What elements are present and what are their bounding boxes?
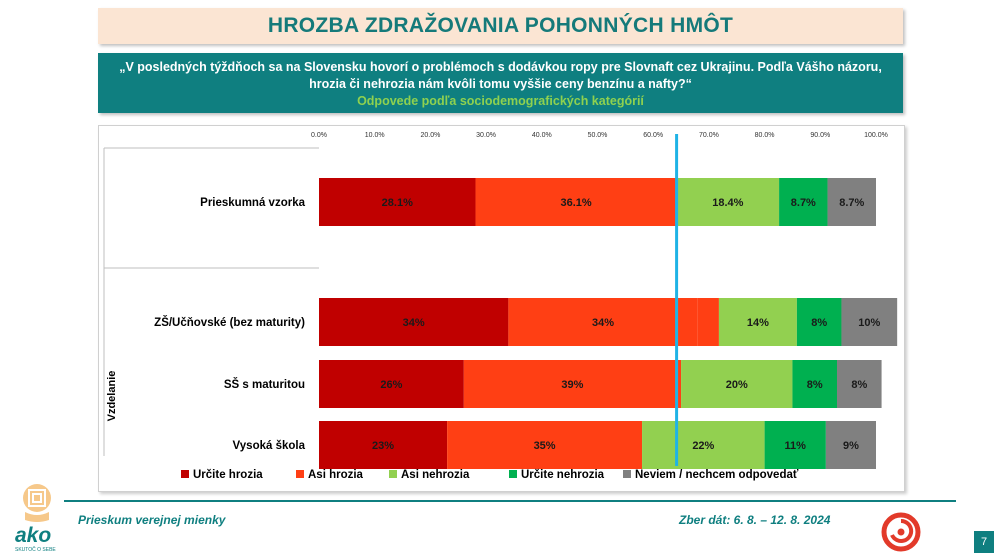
page-number: 7	[974, 531, 994, 553]
question-banner: „V posledných týždňoch sa na Slovensku h…	[98, 53, 903, 113]
data-label: 8.7%	[791, 197, 816, 209]
x-tick-label: 70.0%	[699, 132, 719, 139]
x-tick-label: 80.0%	[755, 132, 775, 139]
bar-segment	[681, 360, 793, 408]
bar-segment	[825, 421, 876, 469]
question-line-2: hrozia či nehrozia nám kvôli tomu vyššie…	[309, 77, 692, 91]
question-line-1: „V posledných týždňoch sa na Slovensku h…	[119, 60, 882, 74]
footer-divider	[64, 500, 956, 502]
data-label: 11%	[785, 440, 807, 452]
bar-segment	[792, 360, 838, 408]
logo-tagline: SKUTOČ O SEBE	[15, 546, 56, 553]
data-label: 28.1%	[382, 197, 413, 209]
bar-segment	[508, 298, 698, 346]
data-label: 39%	[561, 379, 583, 391]
x-tick-label: 50.0%	[588, 132, 608, 139]
data-label: 14%	[747, 317, 769, 329]
bar-segment	[827, 178, 876, 226]
bar-segment	[319, 178, 476, 226]
data-label: 8.7%	[839, 197, 864, 209]
x-tick-label: 30.0%	[476, 132, 496, 139]
x-tick-label: 90.0%	[810, 132, 830, 139]
legend-swatch	[509, 470, 517, 478]
data-label: 20%	[726, 379, 748, 391]
data-label: 18.4%	[712, 197, 743, 209]
bar-segment	[463, 360, 682, 408]
chart-frame: 0.0% 10.0% 20.0% 30.0% 40.0% 50.0% 60.0% 70.0% 8…	[98, 125, 905, 492]
x-tick-label: 0.0%	[311, 132, 327, 139]
footer-collection-date: Zber dát: 6. 8. – 12. 8. 2024	[679, 513, 831, 527]
title-banner: HROZBA ZDRAŽOVANIA POHONNÝCH HMÔT	[98, 8, 903, 44]
data-label: 34%	[403, 317, 425, 329]
category-label: Prieskumná vzorka	[200, 197, 305, 209]
bar-segment	[447, 421, 643, 469]
group-label: Vzdelanie	[106, 371, 118, 422]
bar-segment	[796, 298, 842, 346]
bar-segment	[642, 421, 765, 469]
legend-swatch	[181, 470, 189, 478]
bar-segment	[779, 178, 828, 226]
data-label: 23%	[372, 440, 394, 452]
legend-swatch	[623, 470, 631, 478]
bar-segment-extra	[697, 298, 719, 346]
spiral-brand-icon	[881, 512, 921, 552]
bar-segment	[475, 178, 677, 226]
data-label: 34%	[592, 317, 614, 329]
category-label: ZŠ/Učňovské (bez maturity)	[154, 316, 305, 329]
bar-segment	[319, 421, 448, 469]
data-label: 26%	[380, 379, 402, 391]
legend-label: Asi hrozia	[308, 469, 364, 481]
bar-segment	[676, 178, 780, 226]
x-tick-label: 60.0%	[643, 132, 663, 139]
bar-segment	[718, 298, 797, 346]
bar-segment	[319, 360, 464, 408]
data-label: 9%	[843, 440, 859, 452]
bar-segment	[841, 298, 898, 346]
x-tick-label: 40.0%	[532, 132, 552, 139]
bar-segment	[764, 421, 826, 469]
data-label: 8%	[807, 379, 823, 391]
ako-logo-icon: ako SKUTOČ O SEBE	[15, 484, 56, 553]
bar-segment	[319, 298, 509, 346]
x-tick-label: 100.0%	[864, 132, 888, 139]
bar-segment	[837, 360, 882, 408]
stacked-bar-chart: 0.0% 10.0% 20.0% 30.0% 40.0% 50.0% 60.0% 70.0% 8…	[103, 132, 898, 481]
legend-label: Asi nehrozia	[401, 469, 470, 481]
question-subtitle: Odpovede podľa sociodemografických kateg…	[357, 94, 644, 108]
category-label: SŠ s maturitou	[224, 378, 305, 391]
legend-swatch	[389, 470, 397, 478]
legend-label: Určite hrozia	[193, 469, 263, 481]
data-label: 8%	[811, 317, 827, 329]
legend-label: Neviem / nechcem odpovedať	[635, 469, 799, 481]
legend-swatch	[296, 470, 304, 478]
data-label: 8%	[851, 379, 867, 391]
footer-survey-label: Prieskum verejnej mienky	[78, 513, 226, 527]
data-label: 35%	[534, 440, 556, 452]
page-title: HROZBA ZDRAŽOVANIA POHONNÝCH HMÔT	[267, 14, 734, 37]
x-tick-label: 20.0%	[420, 132, 440, 139]
data-label: 10%	[858, 317, 880, 329]
category-label: Vysoká škola	[233, 440, 306, 452]
x-tick-label: 10.0%	[365, 132, 385, 139]
logo-text: ako	[15, 524, 51, 547]
legend-label: Určite nehrozia	[521, 469, 605, 481]
data-label: 22%	[692, 440, 714, 452]
data-label: 36.1%	[560, 197, 591, 209]
